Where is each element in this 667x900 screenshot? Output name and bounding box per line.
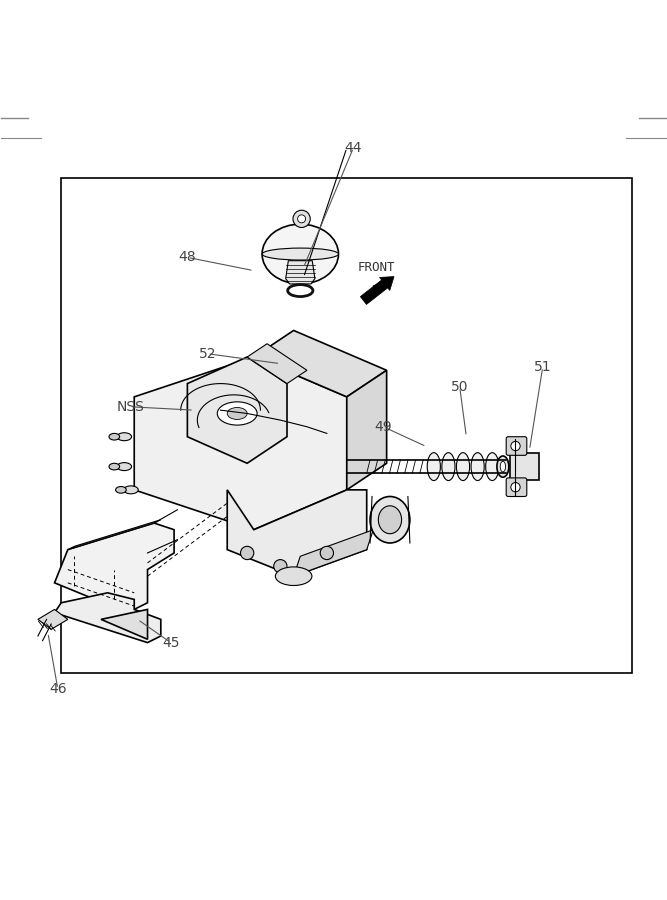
Polygon shape xyxy=(38,609,68,629)
Circle shape xyxy=(511,482,520,491)
Polygon shape xyxy=(247,344,307,383)
Circle shape xyxy=(273,560,287,573)
Ellipse shape xyxy=(109,434,119,440)
Ellipse shape xyxy=(115,487,126,493)
Polygon shape xyxy=(55,593,161,643)
Ellipse shape xyxy=(123,486,138,494)
Polygon shape xyxy=(227,490,367,576)
Polygon shape xyxy=(347,370,387,490)
FancyArrow shape xyxy=(360,276,394,304)
Circle shape xyxy=(241,546,253,560)
Circle shape xyxy=(293,211,310,228)
Text: 45: 45 xyxy=(162,635,179,650)
Ellipse shape xyxy=(497,456,509,477)
Ellipse shape xyxy=(428,453,440,481)
Polygon shape xyxy=(187,357,287,464)
Ellipse shape xyxy=(262,248,338,260)
Text: 44: 44 xyxy=(345,140,362,155)
Circle shape xyxy=(297,215,305,223)
Circle shape xyxy=(320,546,334,560)
FancyBboxPatch shape xyxy=(510,454,540,480)
Polygon shape xyxy=(253,330,387,397)
Ellipse shape xyxy=(275,567,312,586)
Ellipse shape xyxy=(262,224,338,284)
Text: NSS: NSS xyxy=(117,400,145,414)
Text: 46: 46 xyxy=(49,682,67,696)
Ellipse shape xyxy=(500,462,506,472)
Polygon shape xyxy=(101,609,147,639)
FancyBboxPatch shape xyxy=(506,478,527,497)
Polygon shape xyxy=(285,261,315,284)
Ellipse shape xyxy=(378,506,402,534)
Text: 50: 50 xyxy=(451,380,468,394)
Ellipse shape xyxy=(486,453,499,481)
Ellipse shape xyxy=(217,401,257,425)
Text: 49: 49 xyxy=(374,419,392,434)
Ellipse shape xyxy=(471,453,484,481)
Polygon shape xyxy=(55,523,174,613)
Ellipse shape xyxy=(442,453,455,481)
Circle shape xyxy=(511,441,520,451)
Ellipse shape xyxy=(227,408,247,419)
Text: 48: 48 xyxy=(179,250,196,265)
Ellipse shape xyxy=(456,453,470,481)
Polygon shape xyxy=(293,530,374,576)
Ellipse shape xyxy=(117,433,131,441)
Text: 52: 52 xyxy=(199,346,216,361)
Polygon shape xyxy=(68,519,161,550)
Polygon shape xyxy=(134,357,347,530)
Ellipse shape xyxy=(370,497,410,543)
Ellipse shape xyxy=(109,464,119,470)
Text: 51: 51 xyxy=(534,360,552,374)
FancyBboxPatch shape xyxy=(506,436,527,455)
Text: FRONT: FRONT xyxy=(358,261,396,274)
Ellipse shape xyxy=(117,463,131,471)
